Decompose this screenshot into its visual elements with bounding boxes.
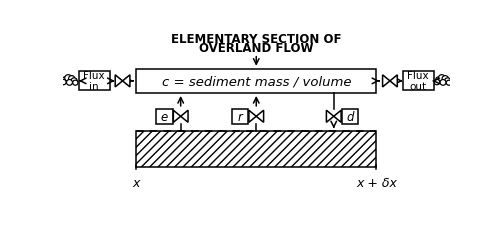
Text: OVERLAND FLOW: OVERLAND FLOW — [199, 42, 314, 55]
Bar — [156, 109, 172, 124]
Circle shape — [72, 81, 78, 86]
Text: d: d — [346, 110, 354, 123]
Circle shape — [68, 76, 75, 82]
Text: e: e — [161, 110, 168, 123]
Polygon shape — [382, 76, 390, 88]
Polygon shape — [180, 111, 188, 123]
Text: r: r — [238, 110, 242, 123]
Polygon shape — [326, 111, 334, 123]
Circle shape — [71, 78, 77, 84]
Bar — [136, 69, 376, 94]
Circle shape — [436, 78, 442, 84]
Circle shape — [444, 78, 450, 84]
Circle shape — [440, 80, 446, 86]
Circle shape — [62, 78, 68, 84]
Text: ELEMENTARY SECTION OF: ELEMENTARY SECTION OF — [171, 33, 342, 46]
Bar — [342, 109, 358, 124]
Polygon shape — [256, 111, 264, 123]
Circle shape — [65, 75, 71, 82]
Circle shape — [446, 81, 452, 86]
Circle shape — [434, 80, 440, 85]
Bar — [79, 71, 110, 91]
Polygon shape — [174, 111, 180, 123]
Bar — [136, 132, 376, 168]
Circle shape — [60, 80, 66, 85]
Text: x + δx: x + δx — [356, 177, 397, 190]
Polygon shape — [115, 76, 122, 88]
Text: c = sediment mass / volume: c = sediment mass / volume — [162, 75, 351, 88]
Polygon shape — [390, 76, 398, 88]
Bar — [402, 71, 434, 91]
Text: Flux
in: Flux in — [84, 70, 105, 92]
Bar — [232, 109, 248, 124]
Circle shape — [438, 75, 446, 82]
Text: Flux
out: Flux out — [408, 70, 429, 92]
Circle shape — [66, 80, 72, 86]
Text: x: x — [132, 177, 140, 190]
Circle shape — [442, 76, 448, 82]
Polygon shape — [249, 111, 256, 123]
Polygon shape — [334, 111, 341, 123]
Polygon shape — [122, 76, 130, 88]
